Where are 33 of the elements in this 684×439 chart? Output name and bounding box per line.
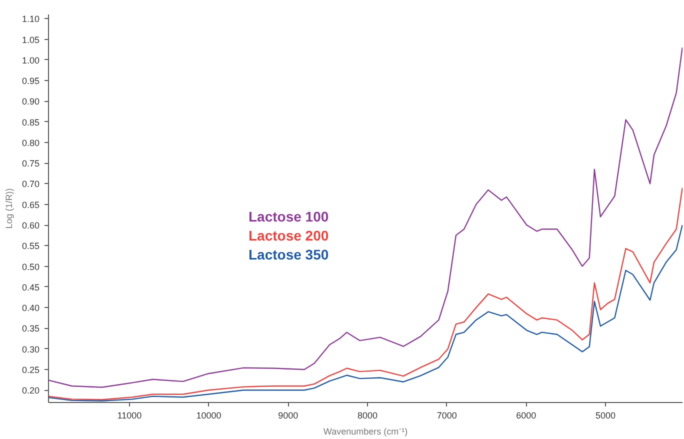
y-tick-label: 0.55 — [22, 241, 40, 252]
y-tick-label: 1.00 — [22, 55, 40, 66]
x-tick-label: 8000 — [357, 410, 378, 420]
x-axis-title: Wavenumbers (cm⁻¹) — [323, 426, 408, 436]
y-tick-label: 0.45 — [22, 282, 40, 292]
y-tick-label: 0.50 — [22, 262, 40, 272]
line-series — [48, 46, 682, 388]
y-tick-label: 0.75 — [22, 158, 40, 169]
y-tick-label: 0.85 — [22, 117, 40, 128]
y-tick-label: 0.65 — [22, 200, 40, 210]
x-tick-label: 10000 — [196, 410, 222, 420]
x-tick-label: 7000 — [436, 410, 457, 420]
y-tick-label: 0.35 — [22, 324, 40, 334]
y-tick-label: 0.30 — [22, 344, 40, 354]
y-tick-label: 0.40 — [22, 303, 40, 314]
text: Lactose 100 — [248, 208, 329, 224]
y-tick-label: 0.25 — [22, 364, 40, 375]
y-tick-label: 0.70 — [22, 179, 40, 190]
y-axis-title: Log (1/R)) — [4, 188, 14, 229]
text: Lactose 350 — [248, 246, 329, 262]
line-series — [48, 187, 682, 400]
x-tick-label: 5000 — [596, 410, 616, 420]
y-tick-label: 0.90 — [22, 96, 40, 107]
y-tick-label: 0.20 — [22, 386, 40, 396]
y-tick-label: 1.05 — [22, 34, 40, 45]
x-tick-label: 6000 — [516, 410, 536, 420]
y-tick-label: 0.60 — [22, 220, 40, 231]
text: Lactose 200 — [248, 228, 329, 244]
y-tick-label: 0.80 — [22, 138, 40, 148]
x-tick-label: 9000 — [278, 410, 298, 420]
y-tick-label: 1.10 — [22, 14, 40, 24]
y-tick-label: 0.95 — [22, 76, 40, 86]
x-tick-label: 11000 — [117, 410, 142, 420]
